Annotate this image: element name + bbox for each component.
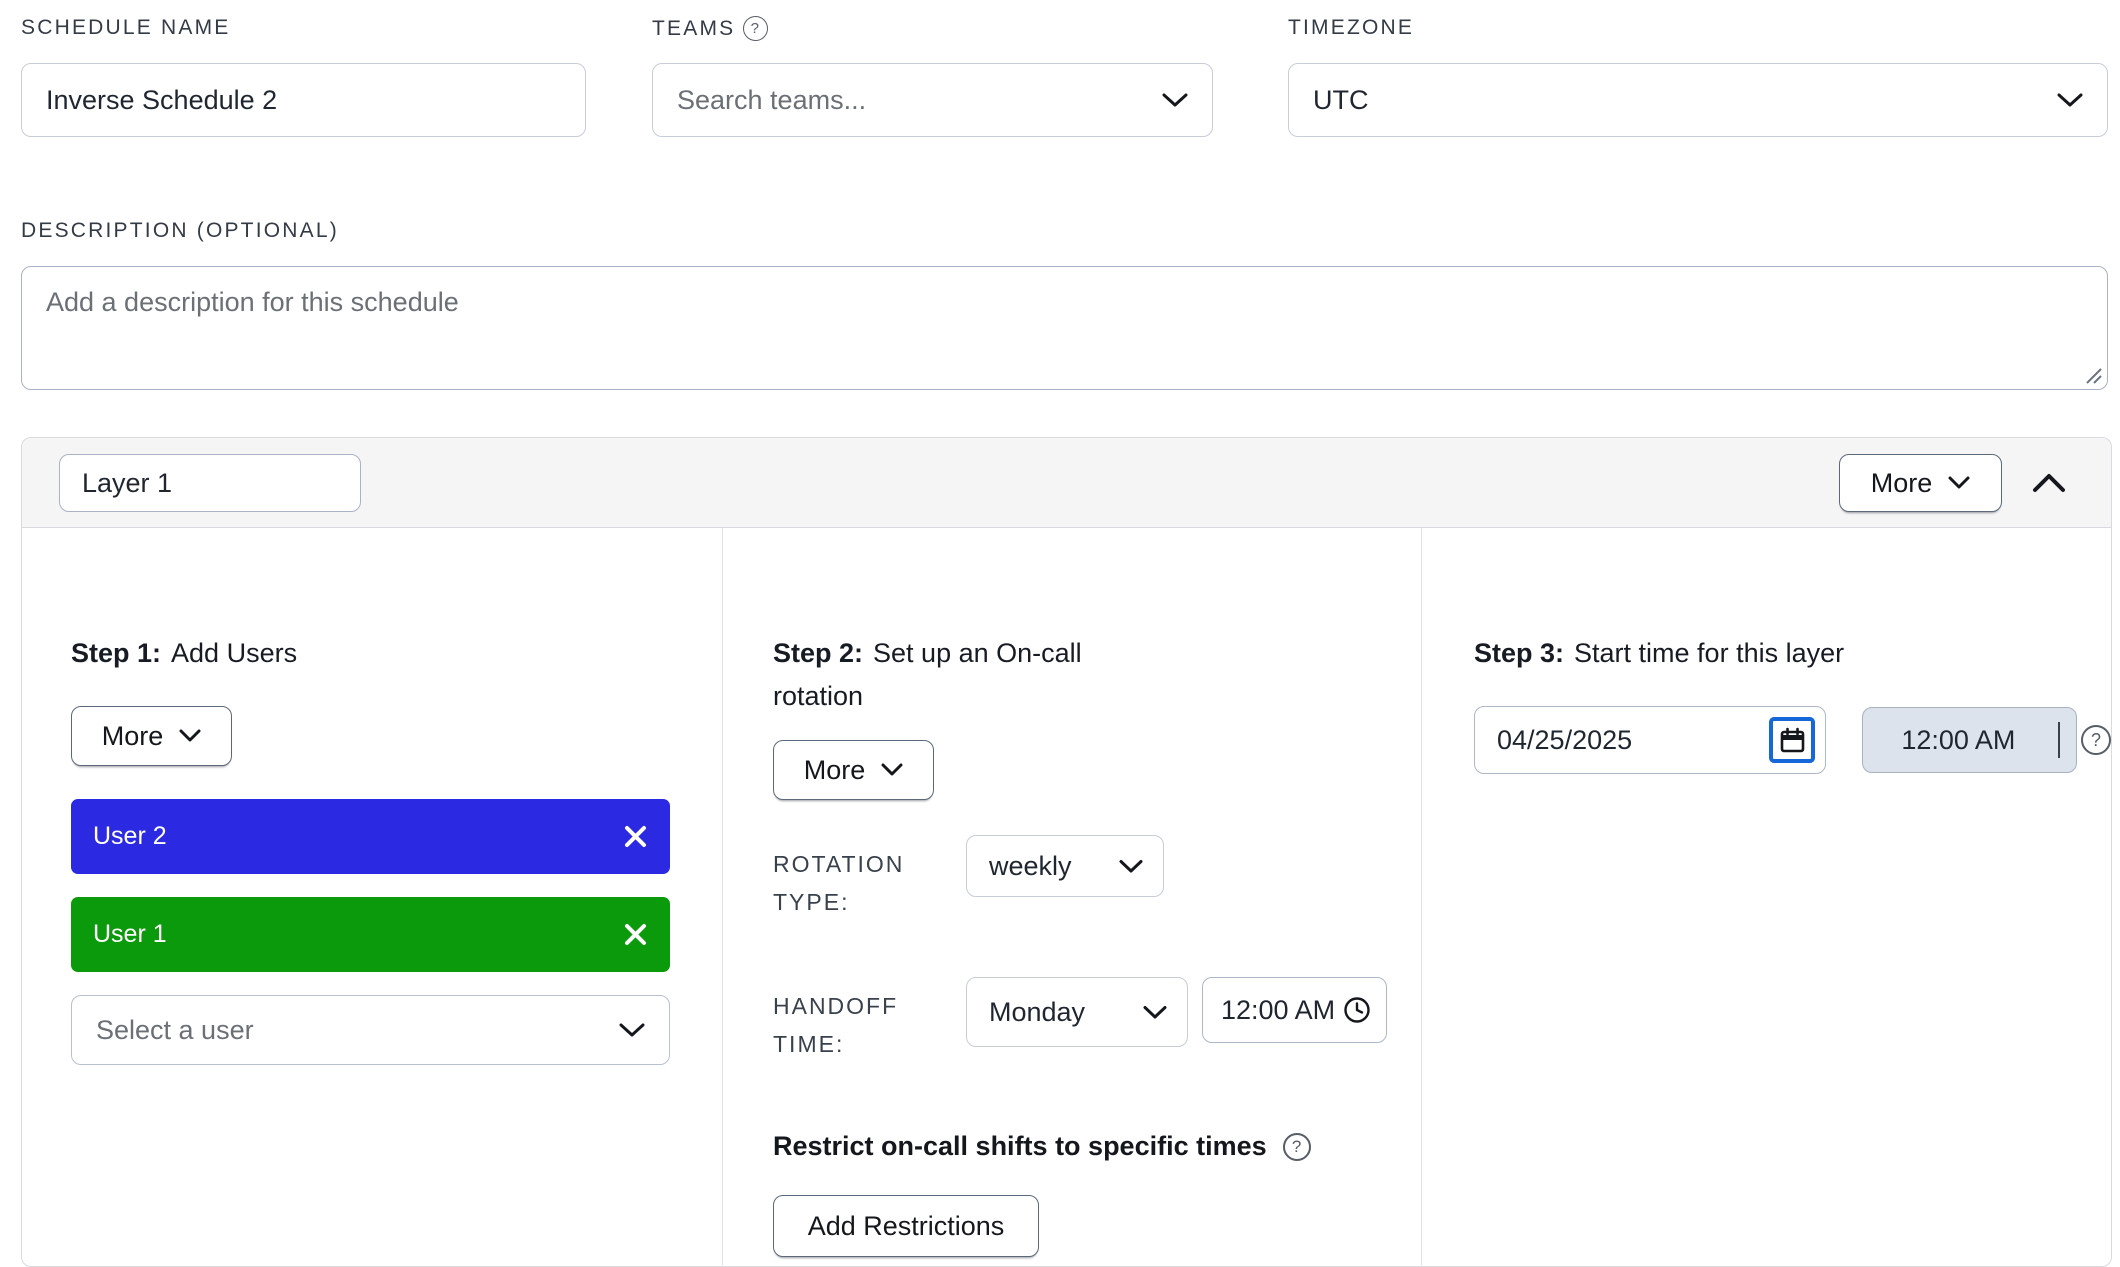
start-time-help-icon[interactable]: ?: [2081, 725, 2111, 755]
teams-select-placeholder: Search teams...: [677, 84, 867, 115]
step3-column: Step 3: Start time for this layer 04/25/2…: [1422, 528, 2111, 1267]
step2-more-label: More: [803, 754, 866, 785]
calendar-icon[interactable]: [1769, 717, 1816, 763]
step1-title: Step 1: Add Users: [71, 632, 722, 675]
step2-title-text: Set up an On-call rotation: [773, 638, 1082, 711]
start-time-input[interactable]: 12:00 AM: [1862, 707, 2077, 773]
step3-title-text: Start time for this layer: [1574, 638, 1845, 668]
chevron-up-icon: [2032, 473, 2066, 493]
chevron-down-icon: [1162, 92, 1188, 108]
rotation-type-row: ROTATION TYPE: weekly: [773, 835, 1421, 921]
step1-column: Step 1: Add Users More User 2: [22, 528, 723, 1267]
start-time-row: 04/25/2025 12:00 AM ?: [1474, 706, 2111, 774]
close-icon: [623, 922, 648, 947]
handoff-time-label: HANDOFF TIME:: [773, 993, 899, 1057]
rotation-type-label: ROTATION TYPE:: [773, 851, 905, 915]
layer-body: Step 1: Add Users More User 2: [22, 528, 2111, 1267]
select-user-placeholder: Select a user: [96, 1014, 254, 1045]
handoff-day-select[interactable]: Monday: [966, 977, 1188, 1047]
remove-user-button[interactable]: [623, 824, 648, 849]
chevron-down-icon: [179, 729, 201, 743]
handoff-time-input[interactable]: 12:00 AM: [1202, 977, 1387, 1043]
chevron-down-icon: [2057, 92, 2083, 108]
chevron-down-icon: [1948, 476, 1970, 490]
step3-title: Step 3: Start time for this layer: [1474, 632, 2111, 675]
user-chip-list: User 2 User 1: [71, 799, 670, 1065]
chevron-down-icon: [1119, 859, 1143, 874]
step1-more-button[interactable]: More: [71, 706, 232, 766]
description-label: DESCRIPTION (OPTIONAL): [21, 219, 339, 242]
restrict-shifts-label: Restrict on-call shifts to specific time…: [773, 1131, 1267, 1161]
teams-help-icon[interactable]: ?: [743, 16, 769, 41]
text-cursor: [2057, 722, 2060, 758]
layer-more-label: More: [1870, 467, 1933, 498]
step1-more-label: More: [101, 720, 164, 751]
step2-more-button[interactable]: More: [773, 740, 934, 800]
rotation-type-value: weekly: [989, 850, 1072, 881]
timezone-select-value: UTC: [1313, 84, 1369, 115]
layer-name-input[interactable]: [59, 454, 361, 512]
chevron-down-icon: [881, 763, 903, 777]
chevron-down-icon: [1143, 1005, 1167, 1020]
schedule-name-label: SCHEDULE NAME: [21, 16, 231, 39]
select-user-dropdown[interactable]: Select a user: [71, 995, 670, 1065]
add-restrictions-label: Add Restrictions: [807, 1210, 1005, 1241]
step3-title-prefix: Step 3:: [1474, 638, 1565, 668]
handoff-day-value: Monday: [989, 996, 1086, 1027]
restrict-help-icon[interactable]: ?: [1282, 1132, 1311, 1161]
step1-title-prefix: Step 1:: [71, 638, 162, 668]
layer-more-button[interactable]: More: [1839, 454, 2002, 512]
close-icon: [623, 824, 648, 849]
start-time-value: 12:00 AM: [1901, 724, 2016, 755]
layer-header: More: [22, 438, 2111, 528]
timezone-select[interactable]: UTC: [1288, 63, 2108, 137]
start-date-value: 04/25/2025: [1497, 724, 1633, 755]
teams-label-row: TEAMS ?: [652, 16, 769, 41]
step1-title-text: Add Users: [171, 638, 298, 668]
collapse-layer-button[interactable]: [2032, 464, 2066, 502]
user-chip-name: User 1: [93, 920, 167, 948]
remove-user-button[interactable]: [623, 922, 648, 947]
layer-panel: More Step 1: Add Users More: [21, 437, 2112, 1267]
step2-column: Step 2: Set up an On-call rotation More R…: [723, 528, 1422, 1267]
user-chip-name: User 2: [93, 822, 167, 850]
chevron-down-icon: [619, 1022, 645, 1038]
clock-icon[interactable]: [1342, 995, 1372, 1025]
user-chip[interactable]: User 2: [71, 799, 670, 874]
start-date-input[interactable]: 04/25/2025: [1474, 706, 1827, 774]
restrict-shifts-row: Restrict on-call shifts to specific time…: [773, 1131, 1421, 1162]
handoff-time-value: 12:00 AM: [1221, 994, 1336, 1025]
teams-select[interactable]: Search teams...: [652, 63, 1213, 137]
user-chip[interactable]: User 1: [71, 897, 670, 972]
rotation-type-select[interactable]: weekly: [966, 835, 1164, 897]
description-field-wrap: [21, 266, 2108, 390]
add-restrictions-button[interactable]: Add Restrictions: [773, 1195, 1039, 1257]
teams-label: TEAMS: [652, 16, 736, 40]
description-textarea[interactable]: [21, 266, 2108, 390]
timezone-label: TIMEZONE: [1288, 16, 1415, 39]
step2-title-prefix: Step 2:: [773, 638, 864, 668]
handoff-time-row: HANDOFF TIME: Monday 12:00 AM: [773, 977, 1421, 1063]
step2-title: Step 2: Set up an On-call rotation: [773, 632, 1133, 718]
schedule-name-input[interactable]: [21, 63, 586, 137]
